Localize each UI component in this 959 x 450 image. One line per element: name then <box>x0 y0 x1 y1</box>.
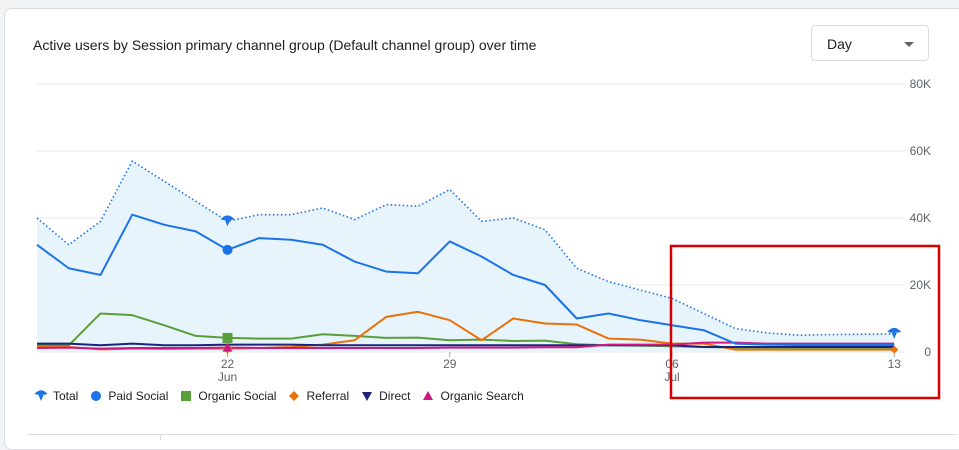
referral-marker <box>289 391 300 401</box>
paid-social-line <box>36 213 895 346</box>
total-area-fill <box>37 161 895 352</box>
direct-marker <box>362 392 373 401</box>
direct-line <box>37 342 895 348</box>
y-tick-label: 60K <box>910 144 931 158</box>
tab-divider <box>160 434 161 440</box>
total-marker-tip <box>225 220 230 227</box>
total-marker-cap <box>220 215 235 221</box>
series-lines <box>36 160 902 354</box>
organic-social-legend-icon <box>181 391 192 401</box>
y-tick-label: 0 <box>924 345 931 359</box>
x-tick-day-label: 22 <box>221 357 235 371</box>
y-tick-label: 40K <box>910 211 931 225</box>
referral-marker <box>890 345 899 354</box>
total-legend-icon <box>34 390 48 401</box>
legend-item-total[interactable]: Total <box>34 389 78 403</box>
granularity-dropdown[interactable]: Day <box>811 25 929 61</box>
annotation-box <box>669 244 941 400</box>
x-tick-day-label: 13 <box>888 357 902 371</box>
organic-social-marker <box>222 332 233 343</box>
x-tick-day-label: 29 <box>443 357 457 371</box>
granularity-value: Day <box>827 36 852 52</box>
paid-social-legend-icon <box>91 391 102 401</box>
legend-item-direct[interactable]: Direct <box>360 389 410 403</box>
total-marker-cap <box>34 390 48 395</box>
organic-social-marker <box>181 391 192 401</box>
legend-label: Organic Search <box>440 389 524 403</box>
legend-item-referral[interactable]: Referral <box>287 389 349 403</box>
x-tick-month-label: Jun <box>218 370 237 384</box>
total-marker <box>34 390 48 401</box>
paid-social-marker <box>222 244 233 255</box>
card-divider <box>28 434 958 435</box>
total-marker-tip <box>38 395 44 401</box>
paid-social-marker <box>91 391 102 401</box>
direct-legend-icon <box>362 392 373 401</box>
y-axis-ticks: 80K 60K 40K 20K 0 <box>910 77 932 359</box>
chevron-down-icon <box>904 42 914 47</box>
legend-label: Direct <box>379 389 411 403</box>
legend-label: Referral <box>306 389 350 403</box>
legend-label: Paid Social <box>108 389 169 403</box>
legend-item-organic-search[interactable]: Organic Search <box>421 389 524 403</box>
organic-search-marker <box>222 342 233 352</box>
organic-search-marker <box>423 391 434 400</box>
legend-item-paid-social[interactable]: Paid Social <box>89 389 168 403</box>
referral-legend-icon <box>289 391 300 401</box>
chart-legend: Total Paid Social Organic Social Referral Di… <box>34 386 535 406</box>
y-tick-label: 20K <box>910 278 931 292</box>
y-tick-label: 80K <box>910 77 931 91</box>
total-marker <box>220 215 235 227</box>
legend-label: Total <box>53 389 79 403</box>
total-marker-cap <box>887 327 902 333</box>
total-marker-tip <box>891 332 897 339</box>
organic-search-line <box>36 341 895 350</box>
legend-item-organic-social[interactable]: Organic Social <box>179 389 276 403</box>
chart-title: Active users by Session primary channel … <box>33 37 537 53</box>
legend-label: Organic Social <box>198 389 277 403</box>
organic-search-legend-icon <box>423 391 434 400</box>
total-marker <box>887 327 902 339</box>
